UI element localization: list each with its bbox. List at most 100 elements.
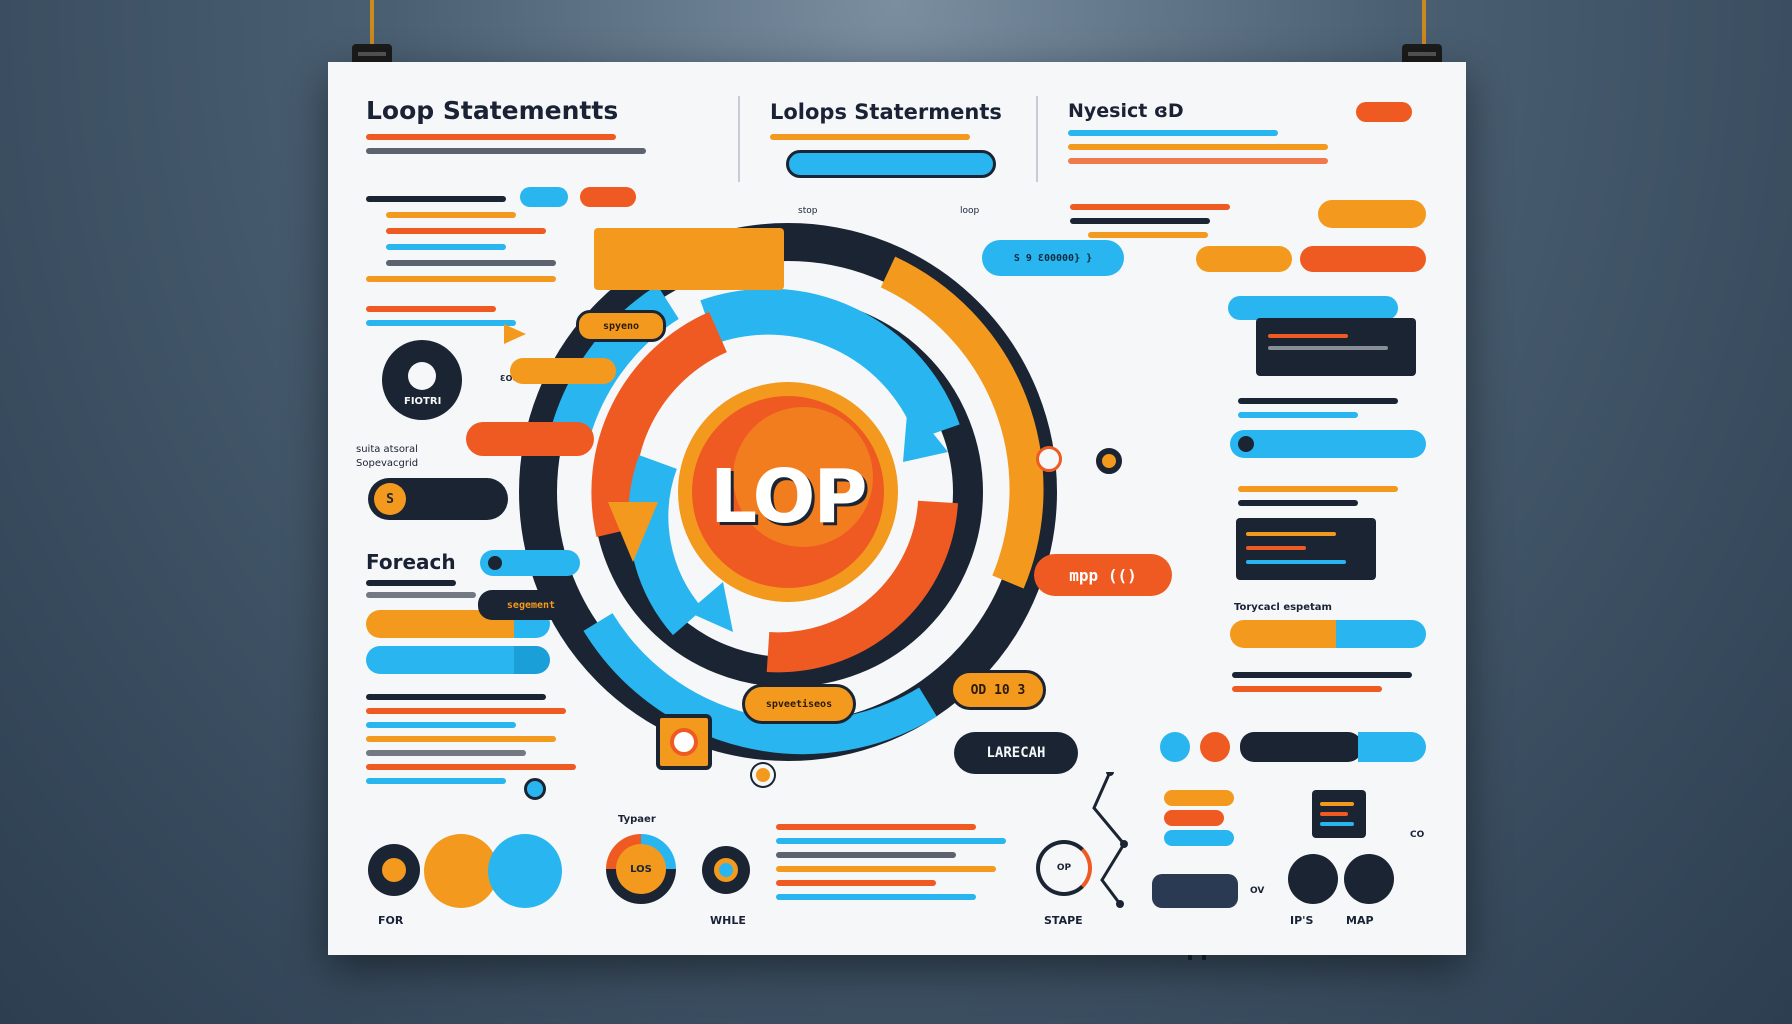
terminal-line	[1246, 546, 1306, 550]
code-line	[1238, 412, 1358, 418]
code-line	[366, 580, 456, 586]
hanging-string-right	[1422, 0, 1426, 48]
terminal-line	[1268, 346, 1388, 350]
loop-arc-orange-outer	[880, 256, 1044, 589]
terminal-line	[1320, 812, 1348, 816]
right-caption: Torycacl espetam	[1234, 602, 1332, 613]
small-dot-icon	[1036, 446, 1062, 472]
code-line	[770, 134, 970, 140]
right-bar-dot	[1238, 436, 1254, 452]
stape-label: STAPE	[1044, 914, 1083, 927]
typer-caption: Typaer	[618, 814, 656, 825]
center-word: LOP	[710, 454, 868, 540]
code-line	[366, 276, 556, 282]
network-line	[1092, 772, 1126, 905]
stack-bar	[1164, 790, 1234, 806]
blue-circle	[488, 834, 562, 908]
dark-pill-value: S	[368, 478, 508, 520]
left-dial-hole	[408, 362, 436, 390]
code-line	[1232, 672, 1412, 678]
right-red-dot	[1200, 732, 1230, 762]
ov-label: OV	[1250, 886, 1265, 896]
network-diagram	[1092, 772, 1128, 908]
loop-arrowhead	[903, 402, 948, 462]
code-line	[366, 736, 556, 742]
code-line	[386, 260, 556, 266]
terminal-line	[1320, 802, 1354, 806]
terminal-window	[1236, 518, 1376, 580]
code-pill	[520, 187, 568, 207]
arrow-orange	[504, 324, 526, 344]
code-line	[1070, 204, 1230, 210]
code-pill	[580, 187, 636, 207]
while-label: WHLE	[710, 914, 746, 927]
title-divider	[1036, 96, 1038, 182]
code-line	[386, 244, 506, 250]
right-pill	[1196, 246, 1292, 272]
code-line	[1068, 144, 1328, 150]
code-line	[776, 852, 956, 858]
title-center: Lolops Staterments	[770, 100, 1002, 124]
foreach-bar-end	[514, 646, 550, 674]
terminal-line	[1246, 560, 1346, 564]
loop-arrowhead	[688, 582, 733, 632]
code-line	[1232, 686, 1382, 692]
terminal-line	[1268, 334, 1348, 338]
small-dot-icon	[524, 778, 546, 800]
right-bar	[1336, 620, 1426, 648]
code-line	[366, 196, 506, 202]
code-line	[366, 148, 646, 154]
loop-arc-red-mid	[766, 500, 958, 673]
loop-left-dark-pill: segement	[478, 590, 584, 620]
code-line	[366, 764, 576, 770]
left-dial-text: FIOTRI	[404, 396, 442, 407]
network-node	[1116, 900, 1124, 908]
network-node	[1120, 840, 1128, 848]
loop-arc-blue-outer	[583, 613, 937, 755]
small-dot-icon	[752, 764, 774, 786]
code-line	[366, 708, 566, 714]
small-dot-icon	[1096, 448, 1122, 474]
map-node-left	[1288, 854, 1338, 904]
network-node	[1106, 772, 1114, 776]
loop-core-highlight	[733, 407, 873, 547]
right-bar	[1230, 430, 1426, 458]
stack-bar	[1164, 810, 1224, 826]
left-dial: FIOTRI	[382, 340, 462, 420]
code-line	[366, 320, 516, 326]
los-label: LOS	[630, 863, 652, 875]
code-line	[386, 228, 546, 234]
tiny-label-loop: loop	[960, 206, 980, 216]
code-line	[1068, 130, 1278, 136]
loop-arc-blue-mid	[700, 288, 960, 441]
code-line	[366, 592, 476, 598]
right-dark-bar	[1240, 732, 1362, 762]
foreach-heading: Foreach	[366, 550, 456, 574]
code-line	[776, 894, 976, 900]
code-line	[366, 694, 546, 700]
code-line	[366, 750, 526, 756]
loop-bottom-pill: OD 10 3	[950, 670, 1046, 710]
code-line	[366, 778, 506, 784]
loop-top-banner	[594, 228, 784, 290]
right-pill	[1318, 200, 1426, 228]
code-line	[386, 212, 516, 218]
right-pill	[1300, 246, 1426, 272]
code-line	[1238, 500, 1358, 506]
value-badge: S	[374, 483, 406, 515]
stand-bar	[1152, 874, 1238, 908]
title-left: Loop Statementts	[366, 96, 619, 125]
code-line	[1238, 398, 1398, 404]
loop-lower-pill: LARECAH	[954, 732, 1078, 774]
stape-circle: OP	[1036, 840, 1092, 896]
while-circle-inner	[714, 858, 738, 882]
code-line	[366, 134, 616, 140]
code-line	[776, 866, 996, 872]
loop-top-tag: spyeno	[576, 310, 666, 342]
loop-bottom-left-pill: spveetiseos	[742, 684, 856, 724]
stack-bar	[1164, 830, 1234, 846]
side-note-top: suita atsoral	[356, 444, 418, 455]
hanging-string-left	[370, 0, 374, 48]
terminal-line	[1246, 532, 1336, 536]
badge-ring	[670, 728, 698, 756]
